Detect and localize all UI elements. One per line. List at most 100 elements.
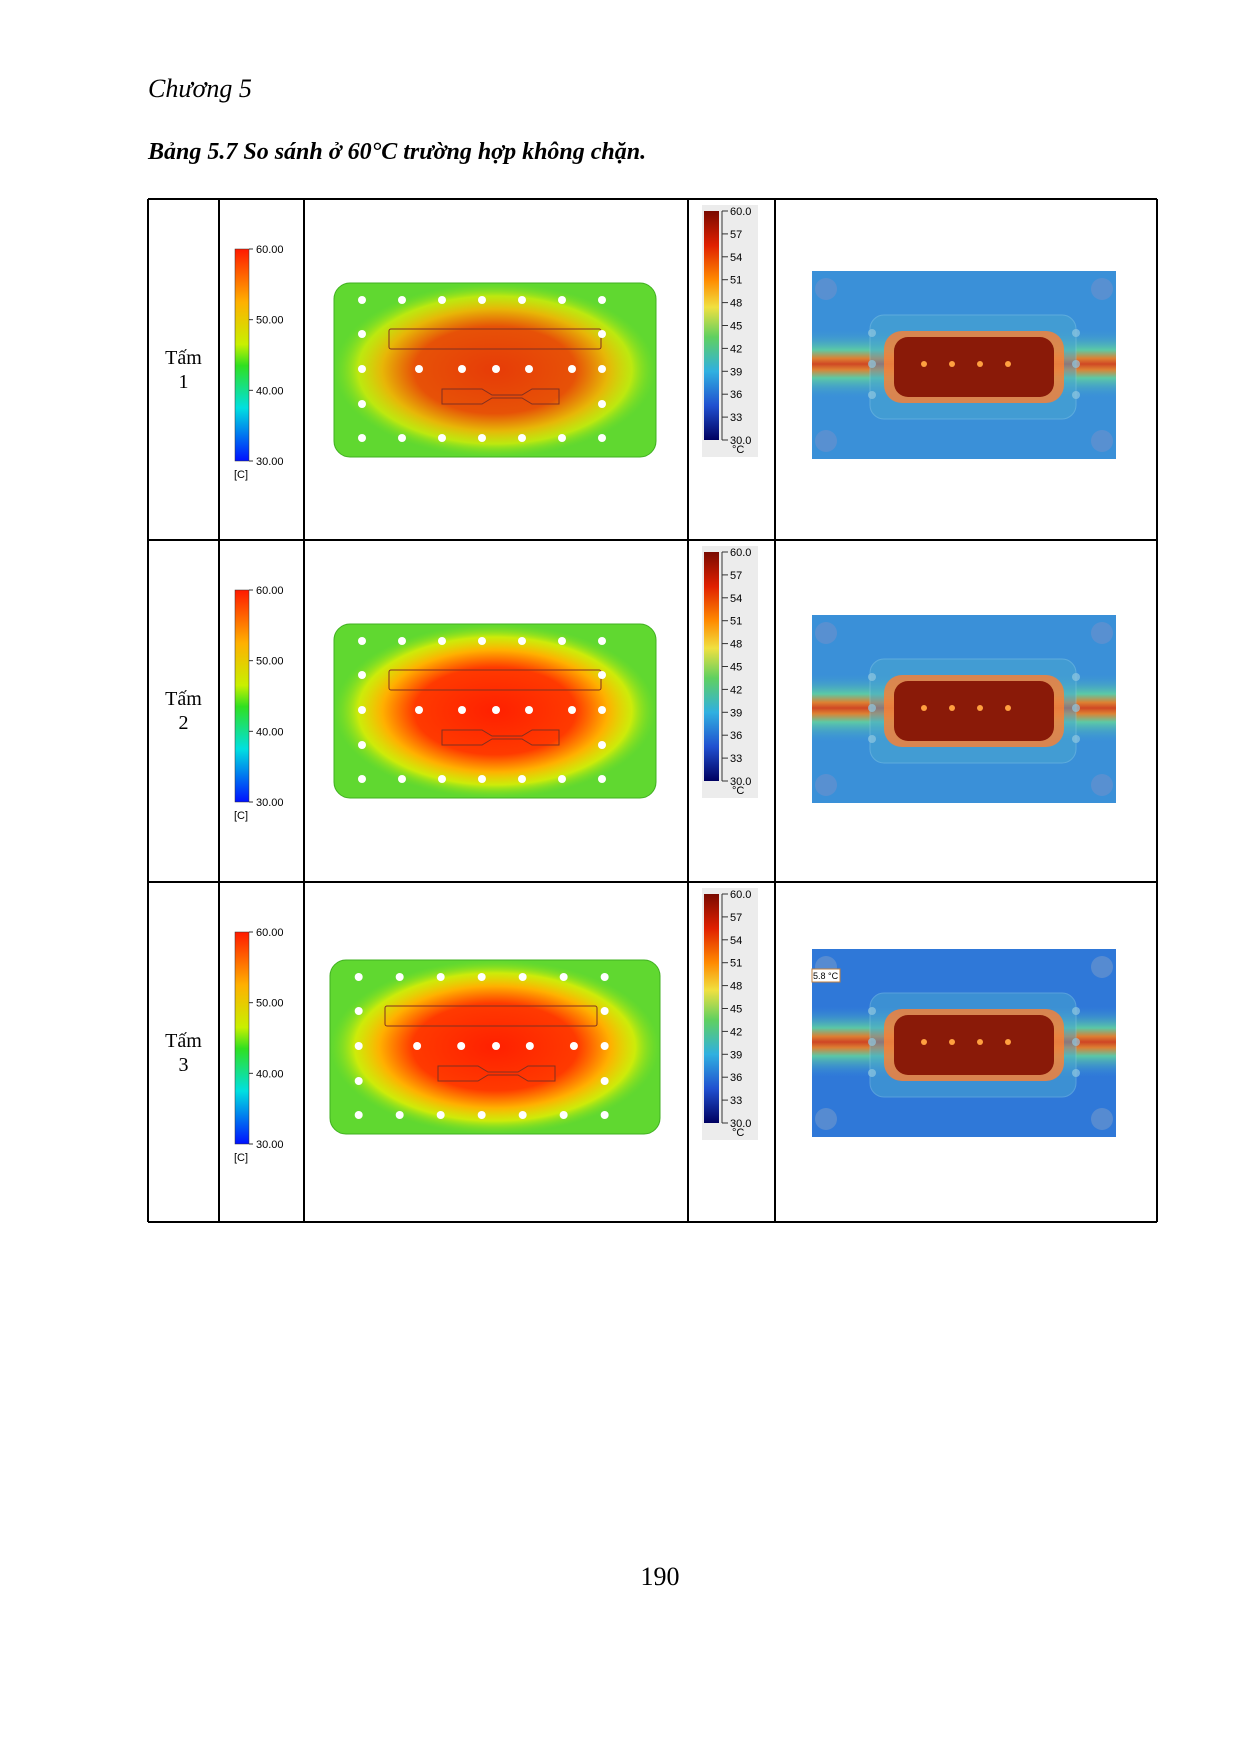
ir-scale-label: 48 xyxy=(730,298,742,310)
ir-scale-label: 54 xyxy=(730,935,742,947)
ir-scale-label: 51 xyxy=(730,616,742,628)
ir-scale-label: 57 xyxy=(730,229,742,241)
row-label-text: Tấm 1 xyxy=(165,346,202,393)
sim-hole xyxy=(518,637,526,645)
sim-hole xyxy=(438,775,446,783)
ir-bolt xyxy=(815,1108,837,1130)
chapter-heading: Chương 5 xyxy=(148,74,252,103)
sim-hole xyxy=(398,296,406,304)
row-label: Tấm 2 xyxy=(148,540,219,881)
sim-scale-label: 60.00 xyxy=(256,927,284,939)
ir-scale-label: 30.0 xyxy=(730,776,751,788)
ir-colorbar xyxy=(704,894,719,1123)
ir-scale-label: 36 xyxy=(730,1072,742,1084)
sim-hole xyxy=(600,1042,609,1050)
ir-bolt xyxy=(1091,622,1113,644)
sim-hole xyxy=(398,637,406,645)
sim-scale-label: 50.00 xyxy=(256,656,284,668)
sim-hole xyxy=(598,296,606,304)
ir-scale-label: 60.0 xyxy=(730,206,751,218)
ir-scale-label: 30.0 xyxy=(730,435,751,447)
ir-hole xyxy=(921,1039,927,1045)
sim-hole xyxy=(569,1042,578,1050)
sim-hole xyxy=(600,1007,609,1015)
sim-hole xyxy=(598,671,606,679)
ir-hole xyxy=(949,361,955,367)
ir-scale-label: 42 xyxy=(730,343,742,355)
sim-hole xyxy=(518,434,526,442)
sim-dogbone xyxy=(441,388,560,405)
ir-scale-label: 45 xyxy=(730,321,742,333)
ir-scale-label: 54 xyxy=(730,252,742,264)
page-number: 190 xyxy=(640,1562,680,1591)
sim-hole xyxy=(438,434,446,442)
sim-scale-label: 50.00 xyxy=(256,998,284,1010)
ir-scale-label: 33 xyxy=(730,753,742,765)
sim-scale-unit: [C] xyxy=(234,469,248,481)
ir-scale-label: 51 xyxy=(730,958,742,970)
ir-scale-label: 48 xyxy=(730,639,742,651)
ir-hole xyxy=(1072,1007,1080,1015)
ir-hole xyxy=(949,705,955,711)
sim-hole xyxy=(558,775,566,783)
sim-hole xyxy=(358,330,366,338)
row-label: Tấm 1 xyxy=(148,199,219,540)
ir-scale-label: 60.0 xyxy=(730,889,751,901)
ir-scale-label: 36 xyxy=(730,730,742,742)
ir-hole xyxy=(868,329,876,337)
sim-hole xyxy=(598,434,606,442)
sim-hole xyxy=(354,1111,363,1119)
sim-hole xyxy=(518,296,526,304)
ir-hole xyxy=(868,360,876,368)
sim-hole xyxy=(413,1042,422,1050)
ir-scale-unit: °C xyxy=(732,444,744,456)
sim-hole xyxy=(525,365,533,373)
ir-hot-core xyxy=(894,337,1054,397)
sim-hole xyxy=(558,434,566,442)
sim-hole xyxy=(358,637,366,645)
ir-colorbar xyxy=(704,552,719,781)
ir-hole xyxy=(1072,360,1080,368)
row-label: Tấm 3 xyxy=(148,882,219,1223)
sim-hole xyxy=(358,365,366,373)
sim-hole xyxy=(568,706,576,714)
sim-hole xyxy=(436,1111,445,1119)
sim-hole xyxy=(598,400,606,408)
sim-scale-unit: [C] xyxy=(234,810,248,822)
ir-hole xyxy=(868,673,876,681)
ir-scale-label: 60.0 xyxy=(730,547,751,559)
sim-hole xyxy=(398,775,406,783)
sim-hole xyxy=(395,973,404,981)
ir-hole xyxy=(1005,1039,1011,1045)
sim-hole xyxy=(525,706,533,714)
ir-hole xyxy=(868,1007,876,1015)
sim-hole xyxy=(354,1042,363,1050)
ir-hole xyxy=(977,705,983,711)
sim-scale-label: 30.00 xyxy=(256,456,284,468)
sim-hole xyxy=(477,1111,486,1119)
sim-hole xyxy=(415,365,423,373)
ir-scale-label: 39 xyxy=(730,707,742,719)
sim-hole xyxy=(477,973,486,981)
sim-hole xyxy=(598,741,606,749)
sim-hole xyxy=(436,973,445,981)
sim-scale-label: 30.00 xyxy=(256,1139,284,1151)
ir-hole xyxy=(949,1039,955,1045)
ir-bolt xyxy=(815,622,837,644)
sim-hole xyxy=(358,296,366,304)
sim-hole xyxy=(358,434,366,442)
sim-hole xyxy=(598,637,606,645)
row-label-text: Tấm 3 xyxy=(165,1029,202,1076)
sim-hole xyxy=(358,400,366,408)
sim-hole xyxy=(600,1077,609,1085)
sim-scale-label: 40.00 xyxy=(256,726,284,738)
sim-hole xyxy=(559,1111,568,1119)
sim-bar-outline xyxy=(384,1005,598,1027)
sim-hole xyxy=(415,706,423,714)
sim-hole xyxy=(598,706,606,714)
sim-hole xyxy=(457,1042,466,1050)
sim-hole xyxy=(559,973,568,981)
sim-hole xyxy=(358,741,366,749)
